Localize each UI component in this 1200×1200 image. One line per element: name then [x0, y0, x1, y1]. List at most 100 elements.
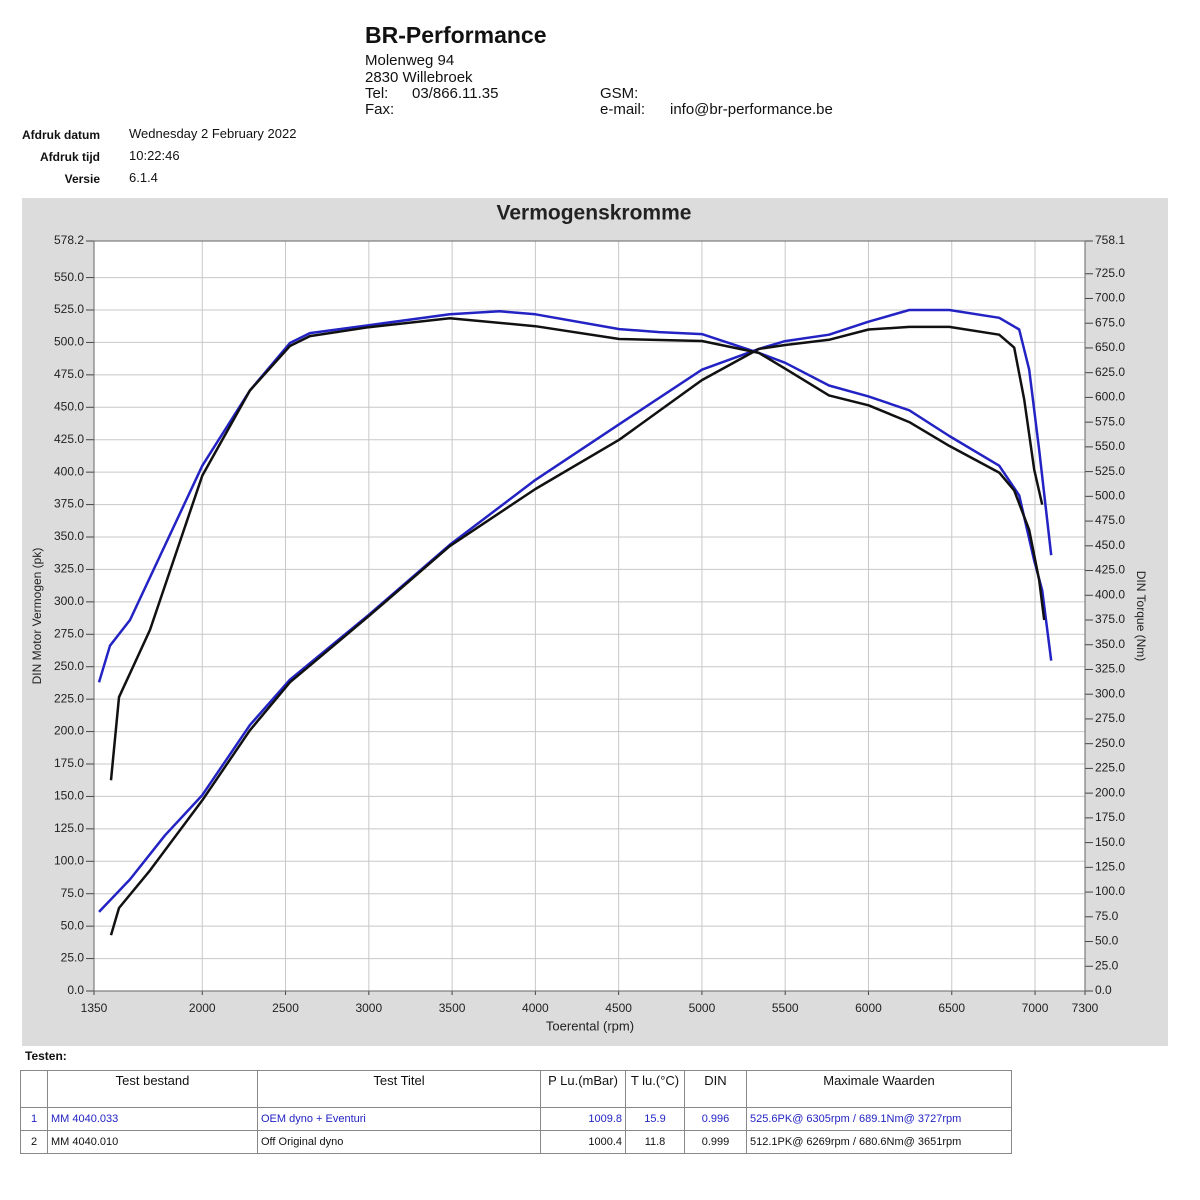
meta-value: 6.1.4: [129, 170, 158, 185]
meta-label: Afdruk datum: [22, 128, 100, 142]
y2-tick-label: 400.0: [1095, 587, 1125, 601]
y-tick-label: 475.0: [54, 367, 84, 381]
meta-label: Afdruk tijd: [40, 150, 100, 164]
y2-tick-label: 725.0: [1095, 266, 1125, 280]
y2-tick-label: 525.0: [1095, 464, 1125, 478]
y2-tick-label: 175.0: [1095, 810, 1125, 824]
y-tick-label: 500.0: [54, 335, 84, 349]
y-tick-label: 400.0: [54, 464, 84, 478]
line: [98, 308, 1053, 913]
y2-tick-label: 600.0: [1095, 390, 1125, 404]
y2-tick-label: 25.0: [1095, 958, 1119, 972]
y2-tick-label: 0.0: [1095, 983, 1112, 997]
y-tick-label: 50.0: [61, 918, 85, 932]
header-cell: Test Titel: [257, 1070, 541, 1108]
meta-value: 10:22:46: [129, 148, 180, 163]
table-cell: Off Original dyno: [257, 1130, 541, 1154]
y-tick-label: 350.0: [54, 529, 84, 543]
y2-tick-label: 250.0: [1095, 736, 1125, 750]
table-cell: 0.996: [684, 1107, 747, 1131]
table-cell: MM 4040.033: [47, 1107, 258, 1131]
header-cell: Maximale Waarden: [746, 1070, 1012, 1108]
y2-tick-label: 75.0: [1095, 909, 1119, 923]
y2-tick-label: 100.0: [1095, 884, 1125, 898]
y-tick-label: 425.0: [54, 432, 84, 446]
y-tick-label: 300.0: [54, 594, 84, 608]
y-tick-label: 225.0: [54, 691, 84, 705]
y-tick-label: 578.2: [54, 233, 84, 247]
y2-tick-label: 475.0: [1095, 513, 1125, 527]
y2-tick-label: 625.0: [1095, 365, 1125, 379]
chart: Vermogenskromme Toerental (rpm) DIN Moto…: [22, 198, 1168, 1046]
company: BR-Performance: [365, 22, 547, 48]
table-cell: 0.999: [684, 1130, 747, 1154]
email-label: e-mail:: [600, 101, 646, 118]
table-cell: 1: [20, 1107, 48, 1131]
y2-tick-label: 200.0: [1095, 785, 1125, 799]
x-tick-label: 3000: [355, 1001, 382, 1015]
y-tick-label: 450.0: [54, 399, 84, 413]
tests-title: Testen:: [25, 1049, 67, 1063]
y2-tick-label: 325.0: [1095, 662, 1125, 676]
y-tick-label: 0.0: [67, 983, 84, 997]
header-cell: Test bestand: [47, 1070, 258, 1108]
y-tick-label: 375.0: [54, 497, 84, 511]
tests-table: Test bestand Test Titel P Lu.(mBar) T lu.(°…: [20, 1070, 1012, 1154]
table-cell: MM 4040.010: [47, 1130, 258, 1154]
x-tick-label: 3500: [439, 1001, 466, 1015]
fax-label: Fax:: [365, 101, 395, 118]
table-cell: 525.6PK@ 6305rpm / 689.1Nm@ 3727rpm: [746, 1107, 1012, 1131]
header-row: Test bestand Test Titel P Lu.(mBar) T lu.(°…: [20, 1070, 1012, 1108]
line: [109, 325, 1044, 936]
table-cell: 512.1PK@ 6269rpm / 680.6Nm@ 3651rpm: [746, 1130, 1012, 1154]
table-cell: 15.9: [625, 1107, 685, 1131]
x-tick-label: 7000: [1022, 1001, 1049, 1015]
chart-title: Vermogenskromme: [497, 202, 692, 225]
y2-tick-label: 375.0: [1095, 612, 1125, 626]
table-row: 2 MM 4040.010 Off Original dyno 1000.4 11.8 0…: [20, 1130, 1012, 1154]
y-tick-label: 100.0: [54, 853, 84, 867]
y-tick-label: 325.0: [54, 562, 84, 576]
y-tick-label: 200.0: [54, 724, 84, 738]
y2-tick-label: 575.0: [1095, 414, 1125, 428]
y-tick-label: 175.0: [54, 756, 84, 770]
x-tick-label: 4500: [605, 1001, 632, 1015]
x-tick-label: 6500: [938, 1001, 965, 1015]
table-cell: 11.8: [625, 1130, 685, 1154]
meta-value: Wednesday 2 February 2022: [129, 126, 297, 141]
y-tick-label: 25.0: [61, 951, 85, 965]
y2-tick-label: 225.0: [1095, 761, 1125, 775]
y2-tick-label: 450.0: [1095, 538, 1125, 552]
x-tick-label: 2500: [272, 1001, 299, 1015]
table-cell: 1000.4: [540, 1130, 626, 1154]
header-cell: DIN: [684, 1070, 747, 1108]
table-row: 1 MM 4040.033 OEM dyno + Eventuri 1009.8 15.…: [20, 1107, 1012, 1131]
header-cell: P Lu.(mBar): [540, 1070, 626, 1108]
y2-tick-label: 500.0: [1095, 489, 1125, 503]
x-tick-label: 2000: [189, 1001, 216, 1015]
x-axis-label: Toerental (rpm): [546, 1018, 634, 1033]
y-tick-label: 525.0: [54, 302, 84, 316]
y2-tick-label: 700.0: [1095, 291, 1125, 305]
y-tick-label: 275.0: [54, 626, 84, 640]
x-tick-label: 5500: [772, 1001, 799, 1015]
plot-area: [94, 241, 1085, 991]
y2-tick-label: 300.0: [1095, 686, 1125, 700]
y-axis-label: DIN Motor Vermogen (pk): [30, 548, 44, 685]
y-tick-label: 150.0: [54, 789, 84, 803]
table-cell: 1009.8: [540, 1107, 626, 1131]
table-cell: 2: [20, 1130, 48, 1154]
city: 2830 Willebroek: [365, 69, 473, 86]
line: [109, 317, 1046, 781]
y2-axis-label: DIN Torque (Nm): [1134, 571, 1148, 661]
y2-tick-label: 758.1: [1095, 233, 1125, 247]
y2-tick-label: 350.0: [1095, 637, 1125, 651]
gsm-label: GSM:: [600, 85, 639, 102]
x-tick-label: 5000: [689, 1001, 716, 1015]
x-tick-label: 7300: [1072, 1001, 1099, 1015]
email: info@br-performance.be: [670, 101, 833, 118]
tel: 03/866.11.35: [412, 85, 499, 102]
meta-label: Versie: [64, 172, 100, 186]
y2-tick-label: 150.0: [1095, 835, 1125, 849]
